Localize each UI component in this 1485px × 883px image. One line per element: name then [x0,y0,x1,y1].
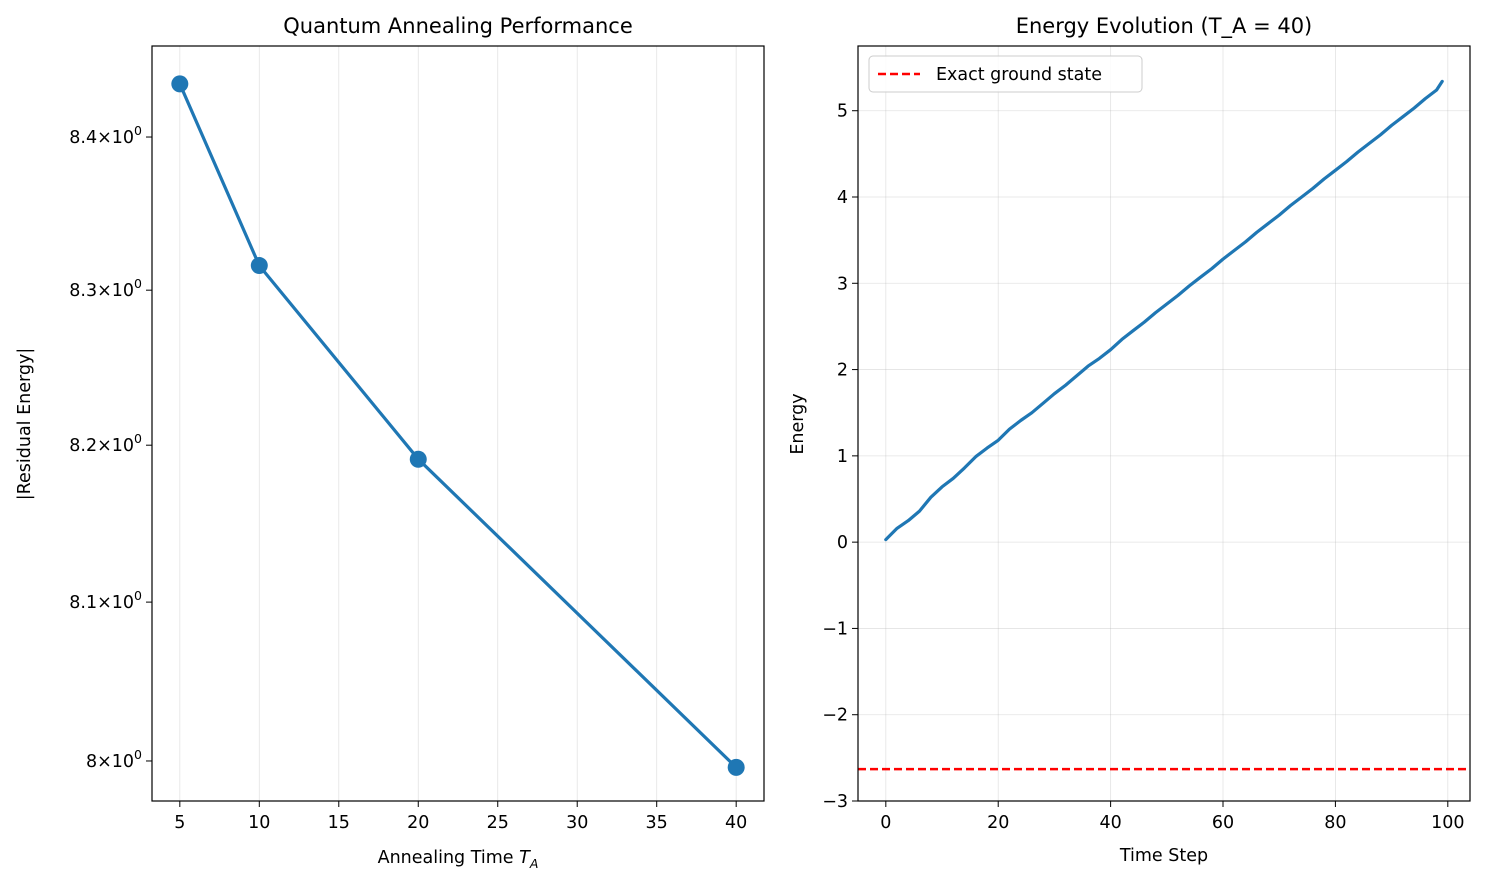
y-axis-label: |Residual Energy| [15,348,35,501]
y-axis-ticks: 8×100 8.1×100 8.2×100 8.3×100 8.4×100 [69,123,152,772]
y-tick-label: 8×100 [86,747,142,772]
plot-frame [857,45,1471,802]
x-tick-label: 20 [987,813,1009,833]
data-point [171,75,189,93]
x-tick-label: 5 [174,813,185,833]
plot-frame [151,45,765,802]
data-point [409,450,427,468]
x-tick-label: 40 [725,813,747,833]
chart-title: Quantum Annealing Performance [283,14,633,38]
y-tick-label: 0 [837,533,848,553]
legend-label: Exact ground state [936,65,1102,85]
x-gridlines [179,46,737,801]
x-tick-label: 40 [1099,813,1121,833]
residual-energy-series [171,75,745,776]
y-tick-label: −1 [822,619,848,639]
x-tick-label: 100 [1431,813,1464,833]
x-axis-ticks: 5 10 15 20 25 30 35 40 [174,801,747,833]
x-tick-label: 15 [328,813,350,833]
data-point [727,758,745,776]
y-tick-label: −2 [822,706,848,726]
x-tick-label: 10 [248,813,270,833]
energy-evolution-chart: 0 20 40 60 80 100 −3 −2 −1 0 1 2 3 4 5 Energy Evoluti… [788,14,1471,866]
legend-box [868,55,1143,93]
x-axis-label: Time Step [1119,846,1208,866]
x-tick-label: 80 [1324,813,1346,833]
legend: Exact ground state [868,55,1143,93]
x-axis-label: Annealing Time TA [378,848,539,871]
y-tick-label: 2 [837,361,848,381]
y-axis-ticks: −3 −2 −1 0 1 2 3 4 5 [822,102,858,812]
x-tick-label: 35 [646,813,668,833]
x-axis-ticks: 0 20 40 60 80 100 [880,801,1465,833]
x-tick-label: 20 [407,813,429,833]
y-tick-label: 5 [837,102,848,122]
y-tick-label: −3 [822,792,848,812]
y-tick-label: 8.2×100 [69,431,142,456]
y-tick-label: 8.4×100 [69,123,142,148]
chart-title: Energy Evolution (T_A = 40) [1016,14,1313,39]
x-tick-label: 30 [566,813,588,833]
y-tick-label: 8.3×100 [69,276,142,301]
y-axis-label: Energy [788,393,808,454]
y-tick-label: 3 [837,274,848,294]
residual-energy-chart: 5 10 15 20 25 30 35 40 8×100 8.1×100 8.2×100 8.3×1… [15,14,765,871]
energy-line [884,79,1444,542]
data-point [250,257,268,275]
energy-series [858,79,1470,771]
x-tick-label: 25 [487,813,509,833]
x-tick-label: 0 [880,813,891,833]
y-tick-label: 8.1×100 [69,588,142,613]
gridlines [858,46,1470,802]
y-tick-label: 1 [837,447,848,467]
series-line [178,83,738,769]
y-tick-label: 4 [837,188,848,208]
x-tick-label: 60 [1212,813,1234,833]
